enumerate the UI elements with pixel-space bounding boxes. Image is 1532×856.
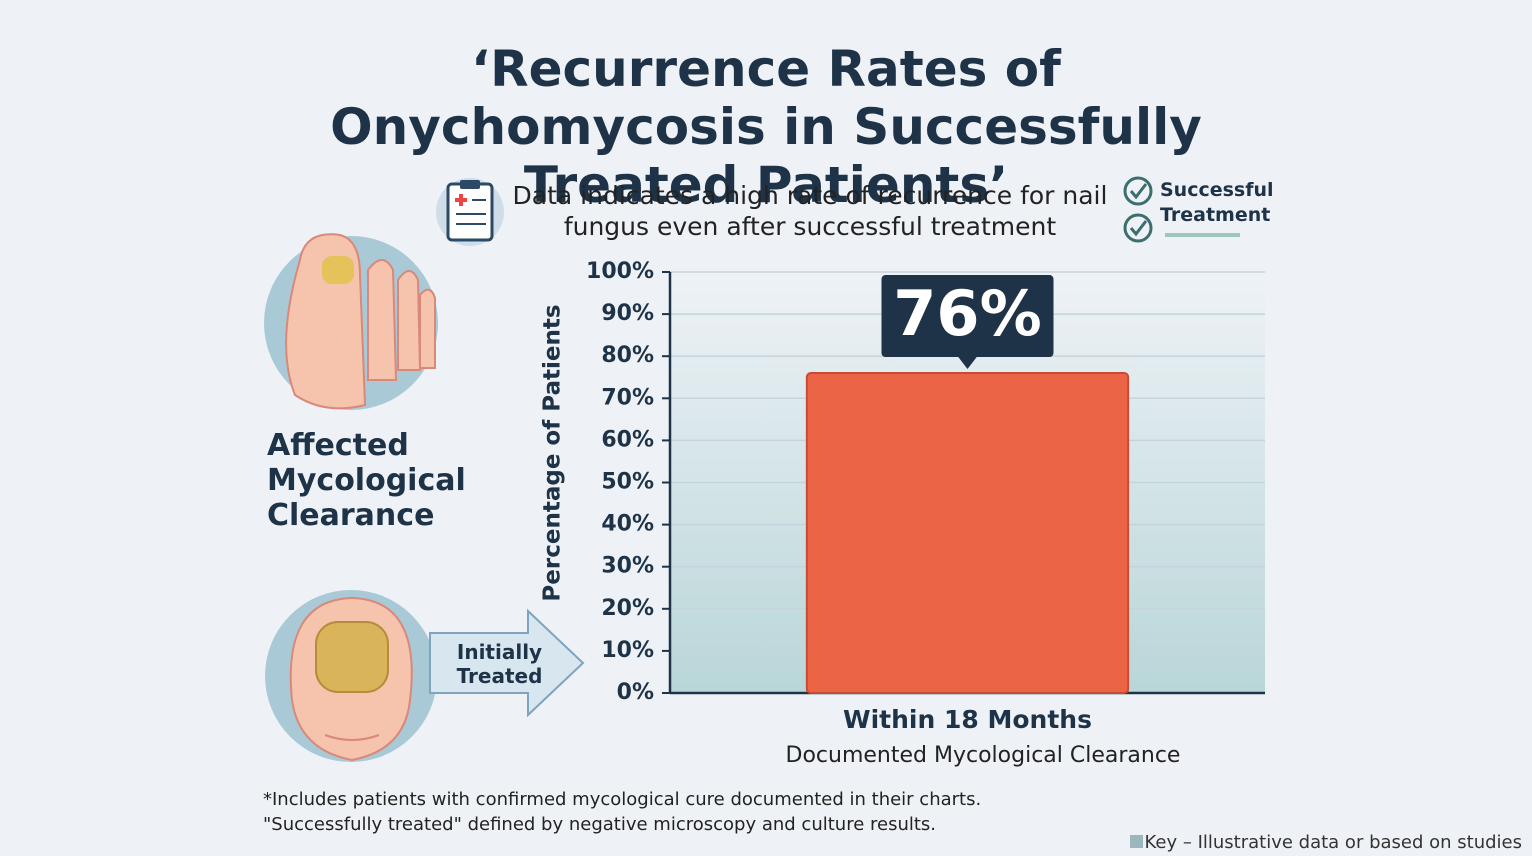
key-swatch bbox=[1129, 835, 1143, 848]
legend-label: Successful Treatment bbox=[1160, 179, 1274, 226]
side-label: Initially Treated bbox=[456, 640, 543, 688]
title-wrap: ‘Recurrence Rates of Onychomycosis in Su… bbox=[0, 40, 1532, 214]
subtitle: Data indicates a high rate of recurrence… bbox=[512, 181, 1108, 241]
bar bbox=[805, 372, 1130, 694]
key-note: Key – Illustrative data or based on stud… bbox=[1129, 832, 1523, 853]
y-tick-label: 50% bbox=[601, 470, 654, 495]
footnote: *Includes patients with confirmed mycolo… bbox=[263, 789, 982, 810]
legend-icon bbox=[1123, 176, 1240, 243]
y-tick-label: 20% bbox=[601, 596, 654, 621]
y-tick-label: 0% bbox=[617, 680, 654, 705]
y-tick-label: 80% bbox=[601, 343, 654, 368]
y-tick-label: 10% bbox=[601, 638, 654, 663]
key-text: Key – Illustrative data or based on stud… bbox=[1144, 832, 1523, 853]
y-axis-label: Percentage of Patients bbox=[540, 304, 566, 601]
value-label-pointer bbox=[957, 356, 978, 370]
y-tick-label: 40% bbox=[601, 512, 654, 537]
clipboard-icon bbox=[436, 178, 504, 246]
side-label: Affected Mycological Clearance bbox=[267, 428, 466, 533]
arrow bbox=[429, 608, 585, 718]
y-tick-label: 90% bbox=[601, 301, 654, 326]
value-label-box bbox=[881, 275, 1054, 358]
y-tick-label: 70% bbox=[601, 385, 654, 410]
footnote: "Successfully treated" defined by negati… bbox=[263, 814, 937, 835]
x-axis-label: Documented Mycological Clearance bbox=[786, 743, 1181, 768]
y-tick-label: 100% bbox=[586, 259, 654, 284]
chart-title: ‘Recurrence Rates of Onychomycosis in Su… bbox=[330, 40, 1202, 214]
x-tick-label: Within 18 Months bbox=[843, 705, 1092, 734]
value-label: 76% bbox=[893, 277, 1041, 350]
foot-illustration bbox=[264, 233, 438, 762]
y-tick-label: 30% bbox=[601, 554, 654, 579]
y-tick-label: 60% bbox=[601, 427, 654, 452]
